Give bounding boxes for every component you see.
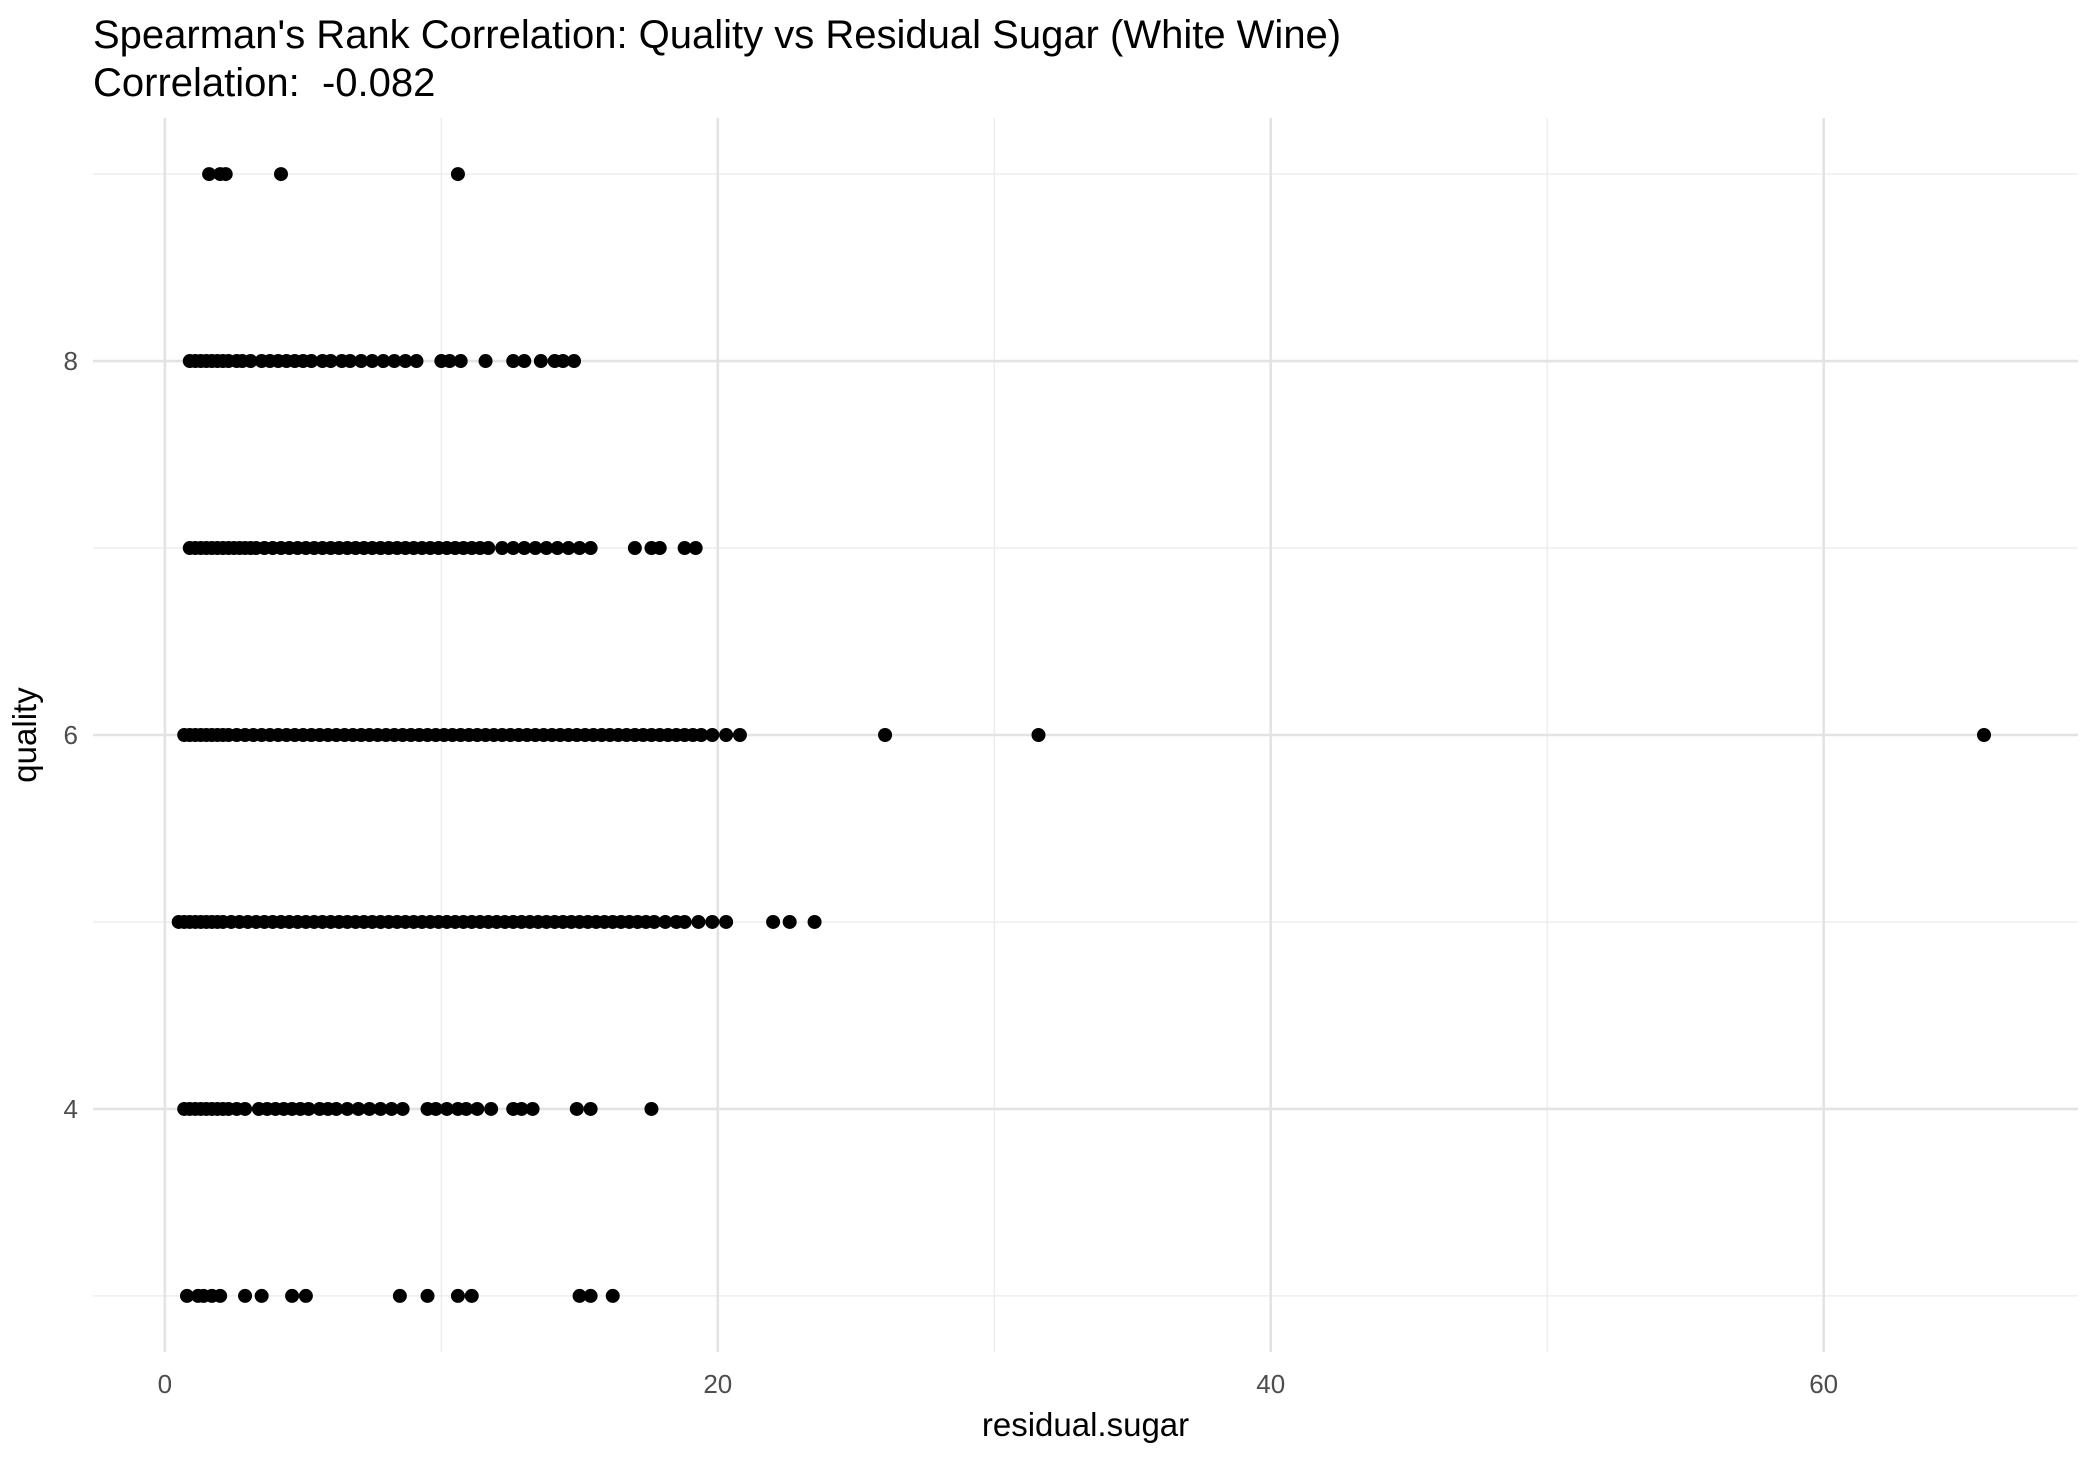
- x-axis-title: residual.sugar: [982, 1406, 1189, 1443]
- data-point: [392, 1288, 407, 1303]
- data-point: [561, 541, 576, 556]
- data-point: [517, 354, 532, 369]
- data-point: [506, 354, 521, 369]
- data-point: [453, 354, 468, 369]
- data-point: [323, 354, 338, 369]
- data-point: [202, 167, 217, 182]
- data-point: [340, 1101, 355, 1116]
- data-point: [301, 1101, 316, 1116]
- x-tick-label: 20: [703, 1369, 732, 1399]
- y-axis-title: quality: [6, 687, 43, 783]
- data-point: [459, 1101, 474, 1116]
- data-point: [450, 167, 465, 182]
- data-point: [567, 354, 582, 369]
- data-point: [213, 1288, 228, 1303]
- data-point: [450, 1288, 465, 1303]
- data-point: [572, 541, 587, 556]
- data-point: [658, 914, 673, 929]
- data-point: [569, 1101, 584, 1116]
- data-point: [481, 541, 496, 556]
- data-point: [652, 541, 667, 556]
- data-point: [329, 1101, 344, 1116]
- data-point: [304, 354, 319, 369]
- data-point: [677, 914, 692, 929]
- data-point: [583, 1101, 598, 1116]
- data-point: [1977, 728, 1992, 742]
- x-tick-label: 40: [1256, 1369, 1285, 1399]
- data-point: [238, 1288, 253, 1303]
- data-point: [273, 167, 288, 182]
- data-point: [1031, 728, 1046, 742]
- data-point: [694, 728, 709, 742]
- data-point: [766, 914, 781, 929]
- data-point: [732, 728, 747, 742]
- data-point: [878, 728, 893, 742]
- data-point: [705, 914, 720, 929]
- data-point: [647, 914, 662, 929]
- data-point: [555, 354, 570, 369]
- data-point: [605, 1288, 620, 1303]
- data-point: [807, 914, 822, 929]
- data-point: [484, 1101, 499, 1116]
- chart-title: Spearman's Rank Correlation: Quality vs …: [93, 13, 1342, 57]
- data-point: [583, 541, 598, 556]
- data-point: [572, 1288, 587, 1303]
- data-point: [514, 1101, 529, 1116]
- data-point: [533, 354, 548, 369]
- data-point: [384, 1101, 399, 1116]
- data-point: [525, 1101, 540, 1116]
- data-point: [365, 354, 380, 369]
- data-point: [420, 1288, 435, 1303]
- data-point: [719, 728, 734, 742]
- data-point: [478, 354, 493, 369]
- data-point: [550, 541, 565, 556]
- y-tick-label: 8: [64, 346, 78, 376]
- data-point: [373, 1101, 388, 1116]
- data-point: [238, 1101, 253, 1116]
- data-point: [442, 354, 457, 369]
- data-point: [677, 541, 692, 556]
- data-point: [705, 728, 720, 742]
- data-point: [627, 541, 642, 556]
- data-point: [179, 1288, 194, 1303]
- x-tick-label: 0: [158, 1369, 172, 1399]
- data-point: [688, 541, 703, 556]
- data-point: [298, 1288, 313, 1303]
- data-point: [387, 354, 402, 369]
- data-point: [719, 914, 734, 929]
- data-point: [428, 1101, 443, 1116]
- data-point: [583, 1288, 598, 1303]
- data-point: [517, 541, 532, 556]
- data-point: [464, 1288, 479, 1303]
- data-point: [218, 167, 233, 182]
- data-point: [495, 541, 510, 556]
- data-point: [351, 1101, 366, 1116]
- y-tick-label: 4: [64, 1094, 78, 1124]
- data-point: [254, 1288, 269, 1303]
- data-point: [398, 354, 413, 369]
- data-point: [470, 1101, 485, 1116]
- data-point: [362, 1101, 377, 1116]
- data-point: [528, 541, 543, 556]
- data-point: [644, 1101, 659, 1116]
- data-point: [285, 1288, 300, 1303]
- data-point: [439, 1101, 454, 1116]
- data-point: [343, 354, 358, 369]
- data-point: [409, 354, 424, 369]
- chart-subtitle: Correlation: -0.082: [93, 61, 436, 105]
- data-point: [691, 914, 706, 929]
- data-point: [506, 541, 521, 556]
- data-point: [376, 354, 391, 369]
- data-point: [243, 354, 258, 369]
- data-point: [395, 1101, 410, 1116]
- data-point: [539, 541, 554, 556]
- y-tick-label: 6: [64, 720, 78, 750]
- data-point: [782, 914, 797, 929]
- x-tick-label: 60: [1809, 1369, 1838, 1399]
- data-point: [354, 354, 369, 369]
